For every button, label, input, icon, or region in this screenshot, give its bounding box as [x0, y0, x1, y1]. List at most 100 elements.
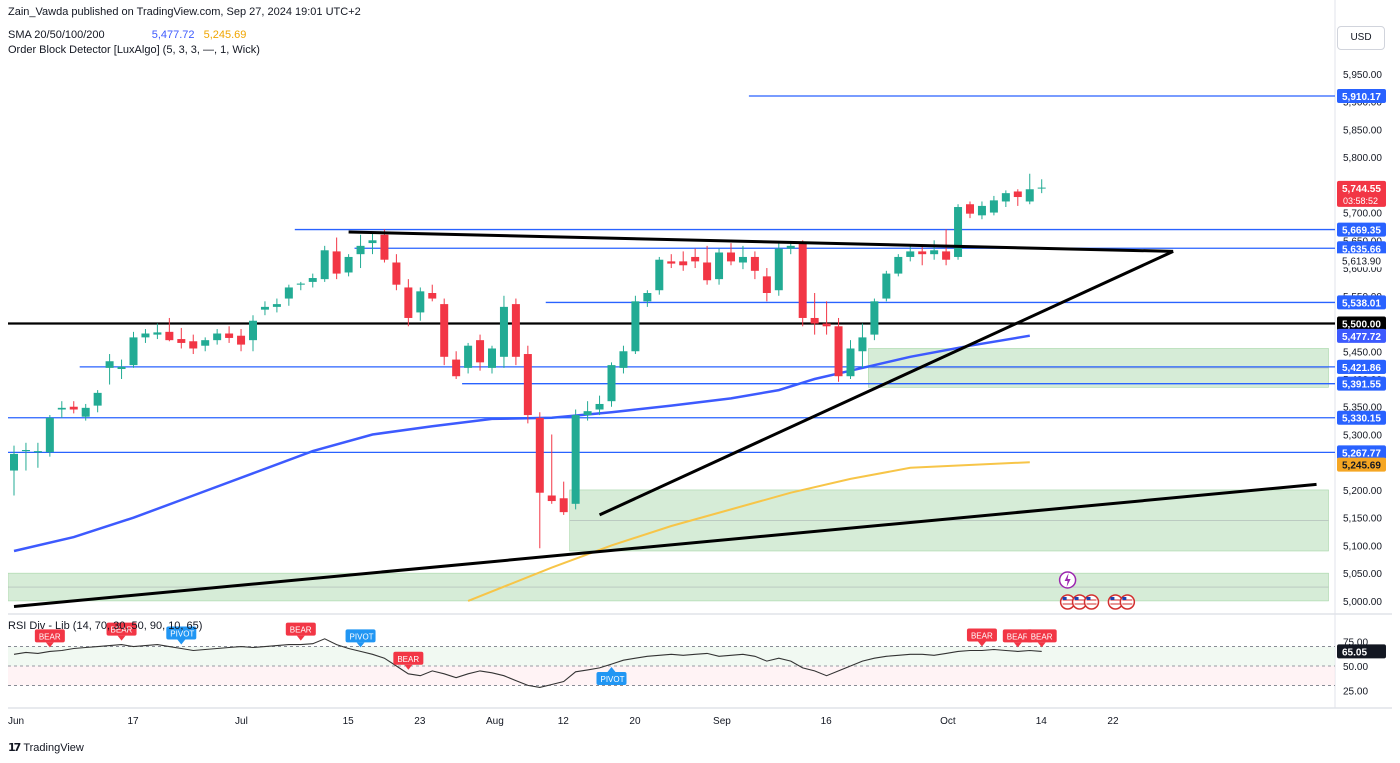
rsi-tick-label: 25.00: [1343, 686, 1368, 697]
level-badge-bg: [1337, 88, 1386, 103]
level-badge: 5,330.15: [1342, 414, 1381, 425]
trend-line-1: [348, 230, 1174, 253]
marker-arrow: [45, 642, 54, 648]
candle-body: [499, 306, 508, 357]
axis-badge-bg: [1337, 253, 1386, 268]
level-badge-bg: [1337, 222, 1386, 237]
candle-body: [559, 498, 568, 513]
time-tick-label: 12: [558, 716, 570, 727]
pivot-marker-arrow: [607, 667, 616, 673]
candle-body: [440, 304, 449, 357]
rsi-pane: [8, 638, 1335, 688]
currency-button[interactable]: USD: [1337, 26, 1385, 50]
trend-line-0: [13, 482, 1317, 608]
candle-body: [57, 407, 66, 410]
level-badge: 5,267.77: [1342, 448, 1381, 459]
candle-body: [320, 250, 329, 280]
bear-marker-label: BEAR: [1007, 632, 1029, 641]
time-tick-label: Sep: [713, 716, 731, 727]
bear-marker-label: BEAR: [111, 626, 133, 635]
sma-legend-value-blue: 5,477.72: [151, 29, 195, 41]
us-flag-event-canton: [1062, 597, 1067, 600]
us-flag-event-canton: [1110, 597, 1115, 600]
time-tick-label: 22: [1107, 716, 1119, 727]
tradingview-brand: 17 TradingView: [8, 741, 84, 754]
price-tick-label: 5,700.00: [1343, 209, 1382, 220]
candle-body: [655, 259, 664, 291]
last-price-badge: 5,744.55: [1342, 184, 1381, 195]
time-tick-label: Aug: [486, 716, 504, 727]
candle-body: [356, 245, 365, 255]
candle-body: [10, 453, 18, 471]
us-flag-event-canton: [1074, 597, 1079, 600]
candle-body: [750, 256, 759, 271]
price-tick-label: 5,850.00: [1343, 125, 1382, 136]
candle-body: [703, 262, 712, 281]
candle-body: [583, 411, 592, 416]
candle-body: [858, 337, 867, 352]
candle-body: [989, 200, 998, 213]
price-tick-label: 5,300.00: [1343, 430, 1382, 441]
publisher-line: Zain_Vawda published on TradingView.com,…: [8, 6, 361, 18]
candle-body: [643, 293, 652, 302]
candle-body: [284, 287, 293, 299]
candle-body: [966, 204, 974, 214]
bear-marker-label: BEAR: [971, 631, 993, 640]
marker-arrow: [1013, 642, 1022, 648]
bear-marker-bg: [34, 629, 65, 643]
level-badge-bg: [1337, 410, 1386, 425]
candle-body: [822, 323, 831, 327]
candle-body: [930, 250, 939, 255]
bear-marker-bg: [1026, 629, 1057, 643]
candle-body: [117, 366, 126, 370]
candle-body: [296, 283, 305, 285]
bear-marker-label: BEAR: [397, 655, 419, 664]
candle-body: [607, 365, 616, 402]
candle-body: [416, 291, 425, 313]
candle-body: [667, 261, 676, 264]
price-tick-label: 5,450.00: [1343, 347, 1382, 358]
candle-body: [213, 333, 222, 341]
candle-body: [93, 392, 102, 406]
candle-body: [762, 276, 771, 294]
candle-body: [942, 251, 951, 260]
pivot-marker-label: PIVOT: [350, 632, 374, 641]
rsi-line: [13, 638, 1042, 688]
candle-body: [1037, 187, 1046, 189]
level-badge: 5,910.17: [1342, 92, 1381, 103]
bear-marker-bg: [285, 622, 316, 636]
candle-body: [786, 245, 795, 249]
candle-body: [870, 301, 879, 335]
candle-body: [308, 278, 317, 282]
pivot-marker-bg: [166, 626, 197, 640]
candle-body: [165, 331, 174, 341]
level-badge-bg: [1337, 376, 1386, 391]
pivot-marker-bg: [596, 672, 627, 686]
candle-body: [464, 345, 473, 368]
candle-body: [260, 306, 269, 310]
candle-body: [511, 304, 520, 357]
level-badge: 5,391.55: [1342, 380, 1381, 391]
candle-body: [894, 256, 903, 274]
time-tick-label: 20: [629, 716, 641, 727]
candle-body: [595, 403, 604, 410]
price-tick-label: 5,600.00: [1343, 264, 1382, 275]
candle-body: [535, 417, 544, 493]
bear-marker-bg: [393, 651, 424, 665]
sma-orange-badge-bg: [1337, 457, 1386, 472]
price-tick-label: 5,050.00: [1343, 569, 1382, 580]
price-tick-label: 5,900.00: [1343, 98, 1382, 109]
candle-body: [488, 348, 496, 368]
sma-200-line: [467, 461, 1030, 602]
level-badge: 5,669.35: [1342, 226, 1381, 237]
candle-body: [105, 361, 114, 368]
pivot-marker-label: PIVOT: [601, 675, 625, 684]
candle-body: [715, 252, 724, 280]
marker-arrow: [404, 664, 413, 670]
lightning-glyph: [1064, 573, 1071, 587]
time-tick-label: 14: [1036, 716, 1048, 727]
bear-marker-bg: [106, 622, 137, 636]
candle-body: [69, 406, 78, 410]
sma-legend-value-orange: 5,245.69: [203, 29, 247, 41]
